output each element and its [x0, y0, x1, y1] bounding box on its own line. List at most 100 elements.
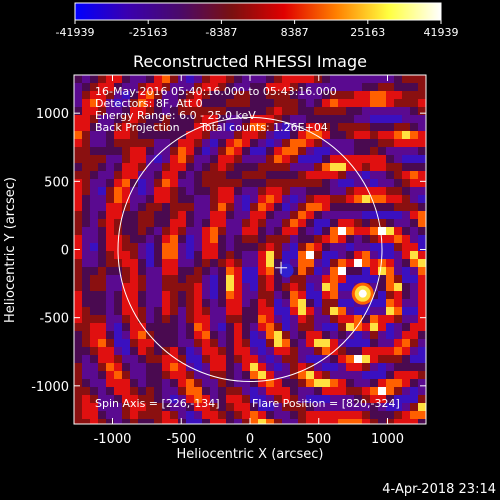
heatmap-cell — [370, 91, 378, 99]
heatmap-cell — [346, 107, 354, 115]
heatmap-cell — [202, 323, 210, 331]
heatmap-cell — [330, 323, 338, 331]
heatmap-cell — [154, 315, 162, 323]
heatmap-cell — [402, 299, 410, 307]
heatmap-cell — [234, 315, 242, 323]
heatmap-cell — [90, 347, 98, 355]
heatmap-cell — [394, 83, 402, 91]
heatmap-cell — [370, 147, 378, 155]
heatmap-cell — [82, 259, 90, 267]
heatmap-cell — [210, 163, 218, 171]
heatmap-cell — [226, 331, 234, 339]
heatmap-cell — [234, 323, 242, 331]
heatmap-cell — [338, 107, 346, 115]
heatmap-cell — [394, 339, 402, 347]
heatmap-cell — [98, 379, 106, 387]
heatmap-cell — [202, 267, 210, 275]
heatmap-cell — [250, 395, 258, 403]
heatmap-cell — [82, 139, 90, 147]
heatmap-cell — [154, 267, 162, 275]
heatmap-cell — [242, 323, 250, 331]
heatmap-cell — [258, 171, 266, 179]
heatmap-cell — [90, 75, 98, 83]
heatmap-cell — [82, 83, 90, 91]
heatmap-cell — [82, 363, 90, 371]
heatmap-cell — [178, 403, 186, 411]
heatmap-cell — [322, 131, 330, 139]
heatmap-cell — [306, 155, 314, 163]
heatmap-cell — [170, 243, 178, 251]
heatmap-cell — [178, 275, 186, 283]
heatmap-cell — [250, 307, 258, 315]
heatmap-cell — [378, 75, 386, 83]
heatmap-cell — [266, 347, 274, 355]
heatmap-cell — [186, 171, 194, 179]
heatmap-cell — [394, 291, 402, 299]
heatmap-cell — [290, 227, 298, 235]
heatmap-cell — [154, 91, 162, 99]
heatmap-cell — [226, 395, 234, 403]
heatmap-cell — [170, 75, 178, 83]
heatmap-cell — [362, 395, 370, 403]
heatmap-cell — [242, 219, 250, 227]
heatmap-cell — [90, 323, 98, 331]
heatmap-cell — [106, 219, 114, 227]
heatmap-cell — [74, 395, 82, 403]
heatmap-cell — [82, 227, 90, 235]
heatmap-cell — [274, 243, 282, 251]
heatmap-cell — [170, 315, 178, 323]
heatmap-cell — [90, 267, 98, 275]
heatmap-cell — [298, 131, 306, 139]
heatmap-cell — [162, 75, 170, 83]
heatmap-cell — [250, 195, 258, 203]
heatmap-cell — [90, 315, 98, 323]
heatmap-cell — [346, 379, 354, 387]
heatmap-cell — [218, 339, 226, 347]
heatmap-cell — [154, 139, 162, 147]
colorbar-tick-label: 8387 — [281, 26, 309, 39]
heatmap-cell — [330, 395, 338, 403]
heatmap-cell — [234, 91, 242, 99]
heatmap-cell — [258, 315, 266, 323]
heatmap-cell — [394, 251, 402, 259]
heatmap-cell — [386, 411, 394, 419]
heatmap-cell — [186, 211, 194, 219]
heatmap-cell — [290, 155, 298, 163]
heatmap-cell — [146, 211, 154, 219]
heatmap-cell — [402, 139, 410, 147]
heatmap-cell — [210, 131, 218, 139]
heatmap-cell — [338, 139, 346, 147]
heatmap-cell — [258, 275, 266, 283]
heatmap-cell — [90, 331, 98, 339]
heatmap-cell — [410, 75, 418, 83]
heatmap-cell — [338, 219, 346, 227]
heatmap-cell — [90, 123, 98, 131]
heatmap-cell — [386, 307, 394, 315]
heatmap-cell — [266, 211, 274, 219]
heatmap-cell — [138, 299, 146, 307]
heatmap-cell — [202, 299, 210, 307]
heatmap-cell — [162, 171, 170, 179]
heatmap-cell — [282, 235, 290, 243]
heatmap-cell — [250, 187, 258, 195]
heatmap-cell — [162, 299, 170, 307]
heatmap-cell — [218, 363, 226, 371]
heatmap-cell — [250, 163, 258, 171]
heatmap-cell — [242, 363, 250, 371]
heatmap-cell — [394, 379, 402, 387]
heatmap-cell — [322, 107, 330, 115]
heatmap-cell — [418, 139, 426, 147]
heatmap-cell — [210, 355, 218, 363]
heatmap-cell — [314, 339, 322, 347]
heatmap-cell — [258, 139, 266, 147]
heatmap-cell — [402, 251, 410, 259]
heatmap-cell — [234, 75, 242, 83]
heatmap-cell — [322, 171, 330, 179]
heatmap-cell — [322, 195, 330, 203]
heatmap-cell — [354, 363, 362, 371]
heatmap-cell — [122, 147, 130, 155]
heatmap-cell — [194, 371, 202, 379]
heatmap-cell — [330, 99, 338, 107]
heatmap-cell — [202, 147, 210, 155]
heatmap-cell — [226, 411, 234, 419]
